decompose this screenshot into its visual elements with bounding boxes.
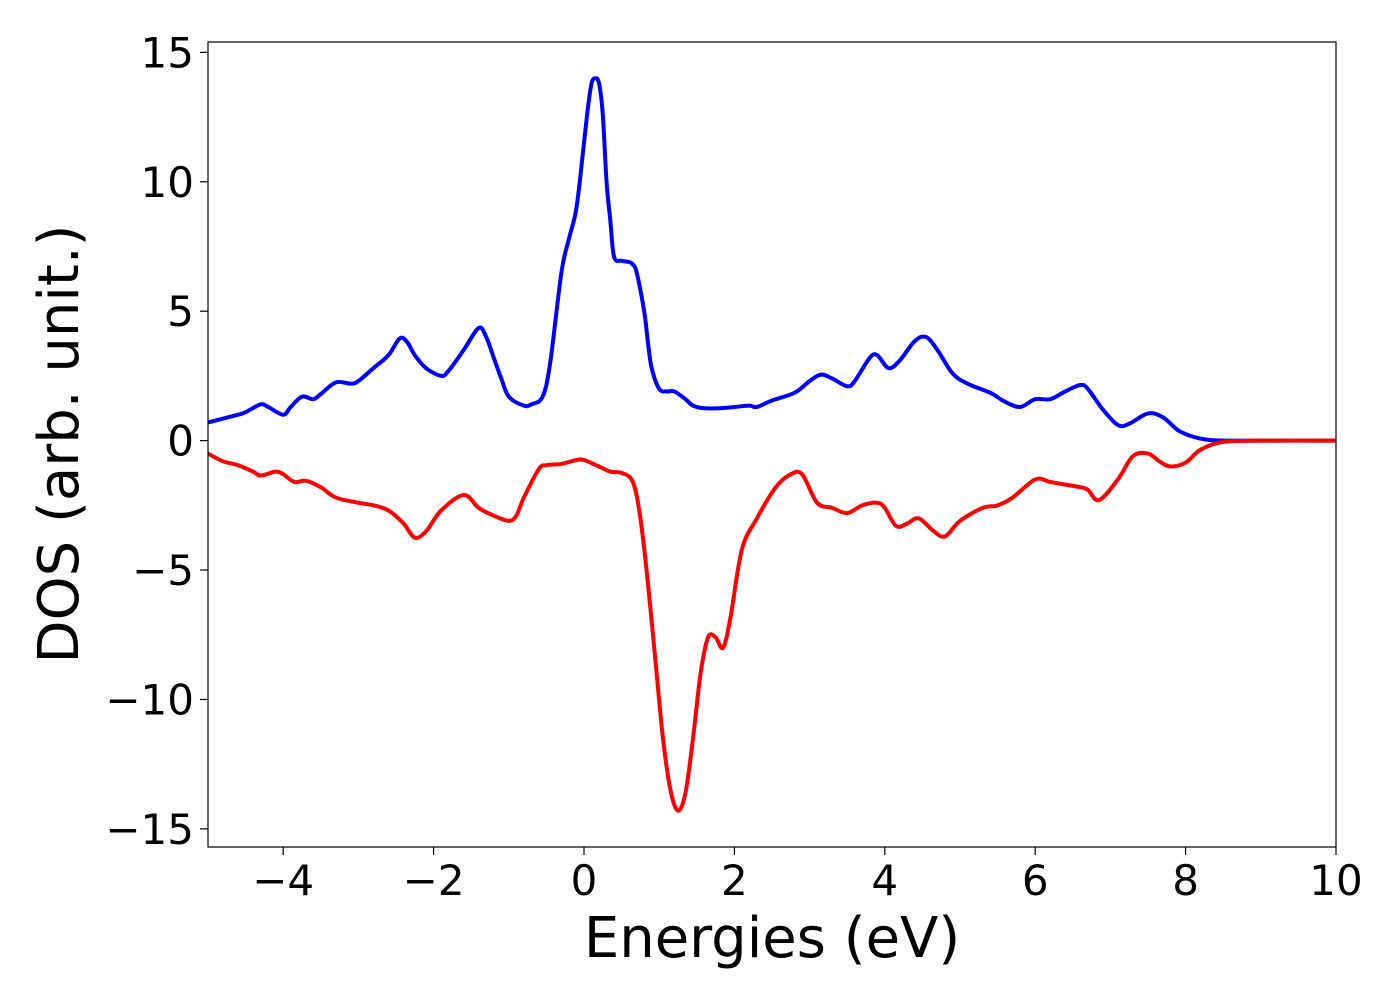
x-tick-label: −4 [252, 856, 314, 905]
y-tick-label: −15 [105, 805, 194, 854]
y-tick-label: 15 [141, 28, 194, 77]
x-tick-label: 0 [571, 856, 598, 905]
dos-up-line [208, 76, 1336, 443]
x-tick-label: 2 [721, 856, 748, 905]
y-tick-label: 0 [167, 417, 194, 466]
x-axis-ticks: −4 −2 0 2 4 6 8 10 [252, 847, 1363, 905]
y-axis-ticks: 15 10 5 0 −5 −10 −15 [105, 28, 208, 854]
y-tick-label: −5 [132, 546, 194, 595]
y-axis-label: DOS (arb. unit.) [27, 224, 92, 663]
x-tick-label: 4 [871, 856, 898, 905]
x-tick-label: 6 [1022, 856, 1049, 905]
plot-frame [207, 41, 1337, 848]
x-tick-label: 8 [1172, 856, 1199, 905]
series-layer [208, 76, 1336, 813]
y-tick-label: 5 [167, 287, 194, 336]
dos-down-line [208, 438, 1336, 813]
x-tick-label: −2 [403, 856, 465, 905]
x-tick-label: 10 [1309, 856, 1362, 905]
x-axis-label: Energies (eV) [584, 906, 960, 971]
y-tick-label: −10 [105, 675, 194, 724]
y-tick-label: 10 [141, 158, 194, 207]
